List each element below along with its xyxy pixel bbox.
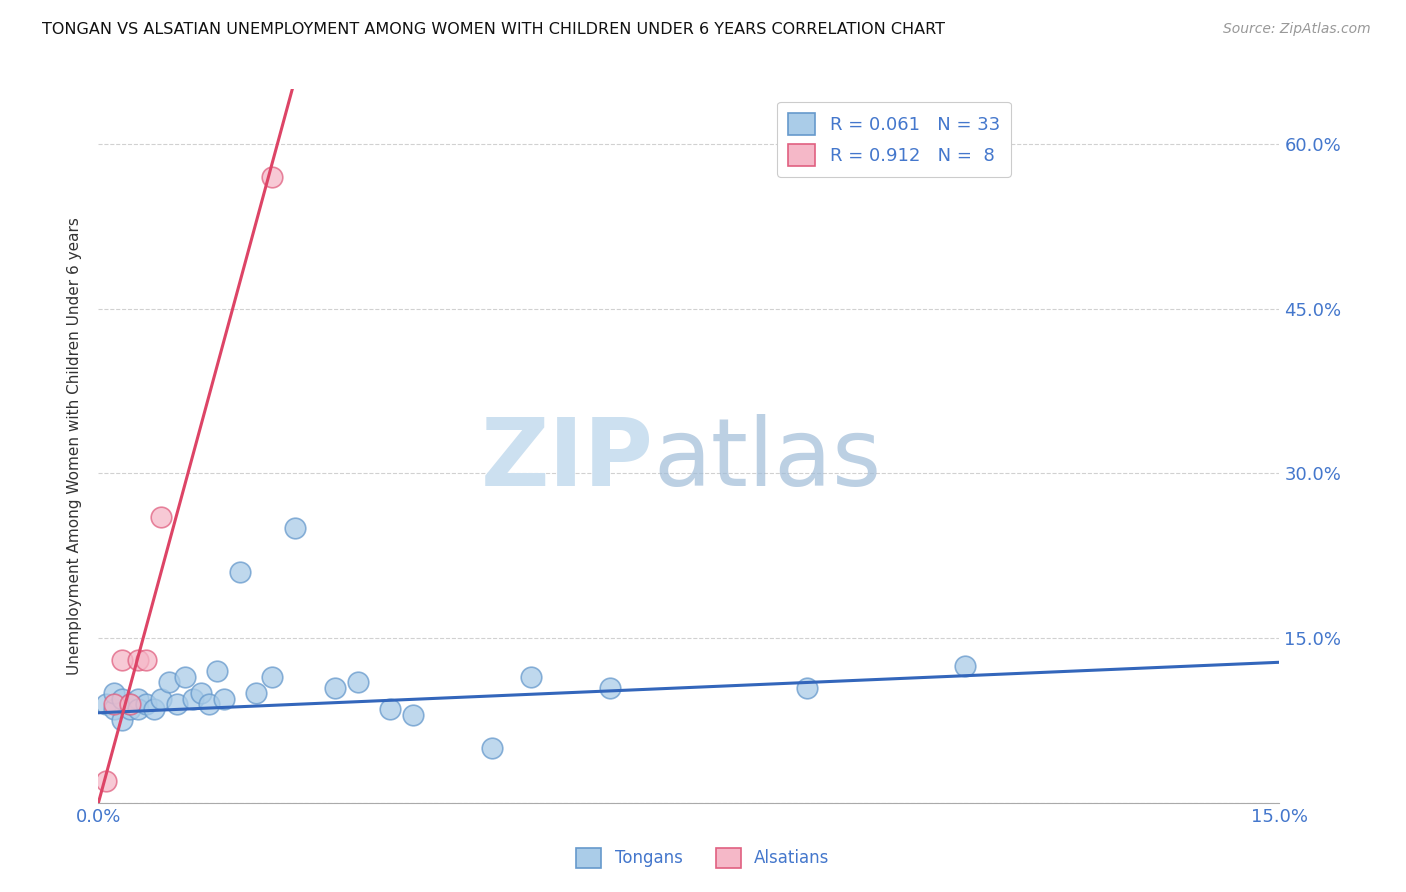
Point: [245, 686, 267, 700]
Point: [135, 653, 157, 667]
Point: [378, 702, 401, 716]
Point: [118, 697, 141, 711]
Point: [599, 681, 621, 695]
Point: [96, 697, 118, 711]
Point: [111, 691, 134, 706]
Point: [157, 675, 180, 690]
Point: [118, 697, 141, 711]
Point: [260, 669, 283, 683]
Point: [166, 697, 188, 711]
Point: [127, 653, 149, 667]
Point: [520, 669, 543, 683]
Point: [127, 691, 149, 706]
Point: [150, 510, 173, 524]
Point: [205, 664, 228, 678]
Point: [118, 702, 141, 716]
Point: [229, 566, 252, 580]
Point: [260, 169, 283, 184]
Y-axis label: Unemployment Among Women with Children Under 6 years: Unemployment Among Women with Children U…: [67, 217, 83, 675]
Text: TONGAN VS ALSATIAN UNEMPLOYMENT AMONG WOMEN WITH CHILDREN UNDER 6 YEARS CORRELAT: TONGAN VS ALSATIAN UNEMPLOYMENT AMONG WO…: [42, 22, 945, 37]
Point: [190, 686, 212, 700]
Point: [214, 691, 236, 706]
Point: [103, 697, 125, 711]
Point: [284, 521, 307, 535]
Point: [796, 681, 818, 695]
Point: [347, 675, 370, 690]
Point: [127, 702, 149, 716]
Point: [142, 702, 165, 716]
Point: [402, 708, 425, 723]
Text: Source: ZipAtlas.com: Source: ZipAtlas.com: [1223, 22, 1371, 37]
Point: [111, 714, 134, 728]
Point: [181, 691, 204, 706]
Point: [103, 686, 125, 700]
Point: [953, 658, 976, 673]
Point: [481, 740, 503, 755]
Point: [150, 691, 173, 706]
Point: [103, 702, 125, 716]
Text: ZIP: ZIP: [481, 414, 654, 507]
Legend: Tongans, Alsatians: Tongans, Alsatians: [569, 841, 837, 875]
Legend: R = 0.061   N = 33, R = 0.912   N =  8: R = 0.061 N = 33, R = 0.912 N = 8: [778, 102, 1011, 177]
Point: [174, 669, 197, 683]
Text: atlas: atlas: [654, 414, 882, 507]
Point: [96, 773, 118, 788]
Point: [197, 697, 219, 711]
Point: [323, 681, 346, 695]
Point: [111, 653, 134, 667]
Point: [135, 697, 157, 711]
